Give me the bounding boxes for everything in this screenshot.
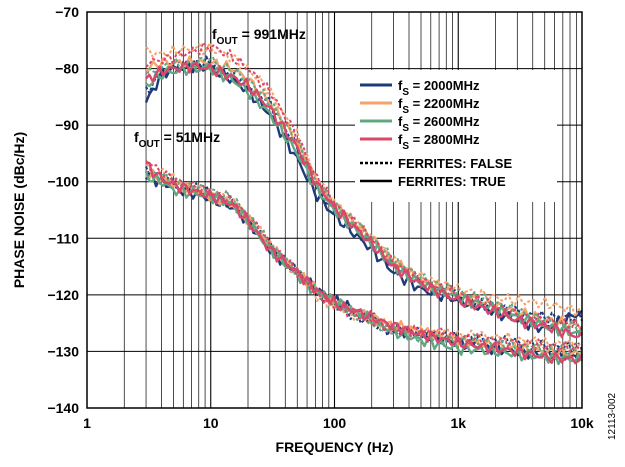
y-tick-label: −110 (48, 230, 79, 246)
series-line-991MHz-2800MHz-ferrites-true (145, 61, 583, 339)
y-tick-label: −90 (55, 117, 79, 133)
legend-label: FERRITES: FALSE (398, 156, 512, 171)
legend-label-base: f (398, 132, 403, 147)
annotation-fout-51-rest: = 51MHz (160, 129, 220, 145)
series-line-51MHz-2800MHz-ferrites-false (145, 160, 583, 353)
series-line-991MHz-2800MHz-ferrites-false (145, 41, 583, 331)
legend-label: fS = 2000MHz (398, 78, 480, 98)
legend-label: fS = 2800MHz (398, 132, 480, 152)
series-line-51MHz-2800MHz-ferrites-true (145, 161, 584, 365)
y-tick-label: −70 (55, 4, 79, 20)
legend-label-base: f (398, 114, 403, 129)
y-tick-label: −140 (47, 400, 79, 416)
annotation-fout-51: fOUT = 51MHz (134, 129, 220, 150)
x-axis-ticks: 1 10 100 1k 10k (83, 415, 594, 431)
legend-label-base: FERRITES: TRUE (398, 174, 506, 189)
legend-label-base: FERRITES: FALSE (398, 156, 512, 171)
annotation-fout-991: fOUT = 991MHz (212, 26, 306, 47)
figure-id: 12113-002 (607, 392, 618, 440)
legend-label-sub: S (402, 141, 409, 152)
y-axis-label: PHASE NOISE (dBc/Hz) (11, 132, 27, 288)
x-tick-label: 1 (83, 415, 91, 431)
legend-label: fS = 2200MHz (398, 96, 480, 116)
x-tick-label: 100 (323, 415, 347, 431)
series-line-991MHz-2600MHz-ferrites-false (145, 56, 583, 335)
annotation-fout-51-sub: OUT (139, 139, 160, 150)
y-tick-label: −120 (47, 287, 79, 303)
x-tick-label: 10k (570, 415, 594, 431)
annotation-fout-991-sub: OUT (217, 36, 238, 47)
series-group (144, 41, 584, 366)
legend-label-rest: = 2200MHz (409, 96, 480, 111)
legend-label: fS = 2600MHz (398, 114, 480, 134)
legend-label-base: f (398, 78, 403, 93)
annotation-fout-991-base: f (212, 26, 217, 42)
y-tick-label: −100 (47, 174, 79, 190)
legend-label-sub: S (402, 123, 409, 134)
plot-frame (86, 11, 583, 409)
y-tick-label: −80 (55, 61, 79, 77)
series-line-51MHz-2200MHz-ferrites-false (145, 163, 583, 352)
y-axis-ticks: −70 −80 −90 −100 −110 −120 −130 −140 (47, 4, 79, 416)
legend-label-rest: = 2800MHz (409, 132, 480, 147)
x-axis-label: FREQUENCY (Hz) (276, 439, 394, 455)
annotation-fout-51-base: f (134, 129, 139, 145)
x-tick-label: 10 (203, 415, 219, 431)
legend-label-sub: S (402, 87, 409, 98)
annotation-fout-991-rest: = 991MHz (238, 26, 306, 42)
legend-label-rest: = 2600MHz (409, 114, 480, 129)
legend-label: FERRITES: TRUE (398, 174, 506, 189)
y-tick-label: −130 (47, 343, 79, 359)
legend-label-rest: = 2000MHz (409, 78, 480, 93)
legend-label-sub: S (402, 105, 409, 116)
x-tick-label: 1k (450, 415, 466, 431)
legend-label-base: f (398, 96, 403, 111)
